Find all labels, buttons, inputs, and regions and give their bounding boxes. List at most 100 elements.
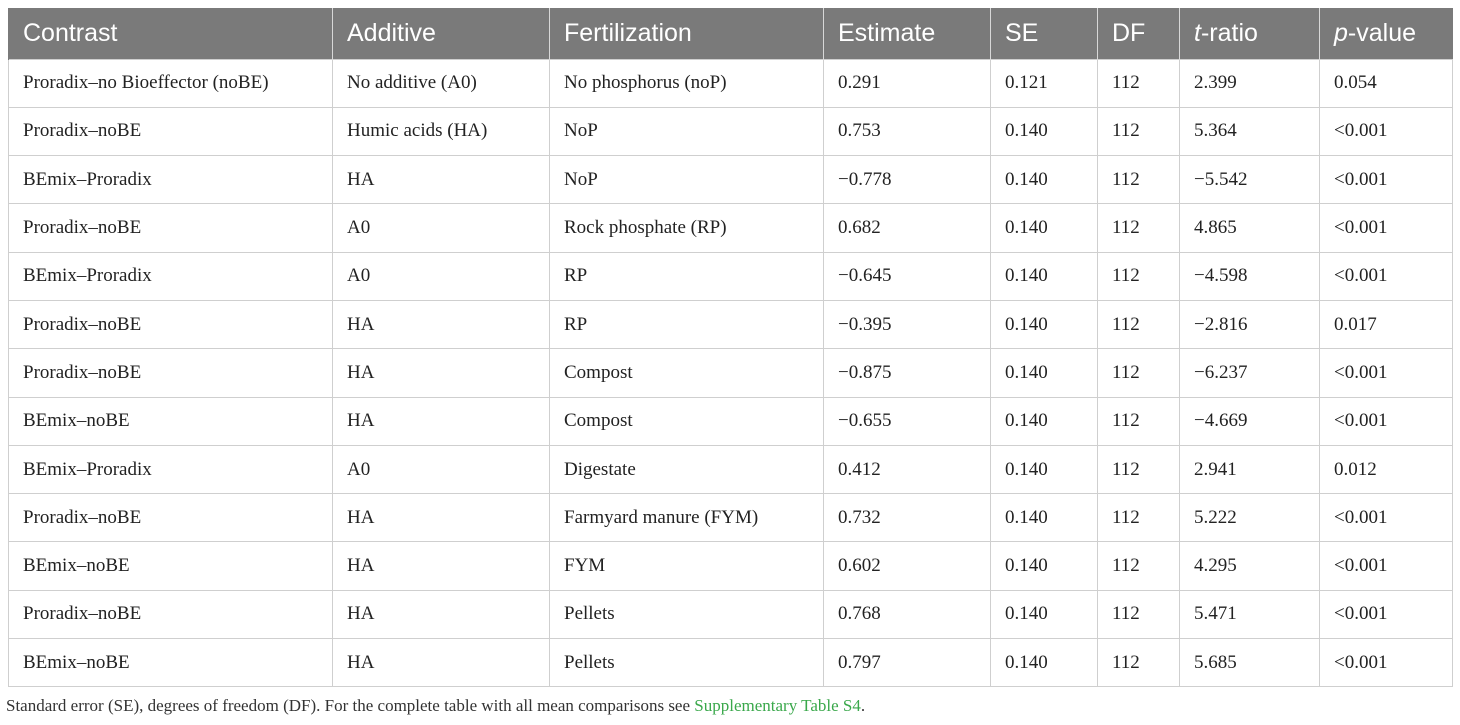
cell-se: 0.140 [990, 251, 1098, 301]
cell-fertilization: Digestate [549, 444, 824, 495]
cell-t-ratio: 4.865 [1179, 203, 1320, 253]
cell-df: 112 [1097, 541, 1180, 591]
header-contrast: Contrast [8, 8, 333, 59]
cell-contrast: BEmix–noBE [8, 541, 333, 591]
cell-additive: HA [332, 299, 550, 350]
cell-t-ratio: 5.685 [1179, 638, 1320, 688]
cell-df: 112 [1097, 396, 1180, 446]
cell-fertilization: Rock phosphate (RP) [549, 203, 824, 253]
header-additive: Additive [332, 8, 550, 59]
cell-se: 0.140 [990, 203, 1098, 253]
cell-p-value: <0.001 [1319, 251, 1453, 301]
table-row: BEmix–Proradix A0 Digestate 0.412 0.140 112 2.… [8, 444, 1453, 495]
cell-p-value: <0.001 [1319, 493, 1453, 543]
cell-estimate: −0.875 [823, 348, 991, 398]
cell-p-value: <0.001 [1319, 638, 1453, 688]
table-row: BEmix–noBE HA Compost −0.655 0.140 112 −4.669 <… [8, 396, 1453, 446]
table-body: Proradix–no Bioeffector (noBE) No additiv… [8, 58, 1453, 688]
cell-df: 112 [1097, 348, 1180, 398]
cell-additive: HA [332, 348, 550, 398]
footnote-text: Standard error (SE), degrees of freedom … [6, 696, 695, 715]
table-row: Proradix–noBE HA Pellets 0.768 0.140 112 5.471… [8, 589, 1453, 640]
cell-se: 0.140 [990, 106, 1098, 157]
cell-contrast: Proradix–noBE [8, 348, 333, 398]
table-row: BEmix–noBE HA FYM 0.602 0.140 112 4.295 <0.001 [8, 541, 1453, 591]
cell-t-ratio: 2.941 [1179, 444, 1320, 495]
cell-p-value: 0.017 [1319, 299, 1453, 350]
cell-df: 112 [1097, 58, 1180, 108]
cell-estimate: 0.753 [823, 106, 991, 157]
cell-p-value: <0.001 [1319, 589, 1453, 640]
header-p-value: p-value [1319, 8, 1453, 59]
cell-df: 112 [1097, 203, 1180, 253]
cell-df: 112 [1097, 638, 1180, 688]
cell-fertilization: Farmyard manure (FYM) [549, 493, 824, 543]
cell-t-ratio: −6.237 [1179, 348, 1320, 398]
results-table-container: Contrast Additive Fertilization Estimate… [8, 8, 1453, 688]
cell-se: 0.140 [990, 589, 1098, 640]
cell-contrast: Proradix–no Bioeffector (noBE) [8, 58, 333, 108]
header-df: DF [1097, 8, 1180, 59]
cell-estimate: 0.768 [823, 589, 991, 640]
cell-se: 0.140 [990, 541, 1098, 591]
cell-fertilization: RP [549, 251, 824, 301]
cell-additive: Humic acids (HA) [332, 106, 550, 157]
table-row: BEmix–noBE HA Pellets 0.797 0.140 112 5.685 <0.… [8, 638, 1453, 688]
cell-df: 112 [1097, 155, 1180, 205]
cell-p-value: <0.001 [1319, 106, 1453, 157]
cell-df: 112 [1097, 251, 1180, 301]
cell-se: 0.121 [990, 58, 1098, 108]
cell-p-value: 0.012 [1319, 444, 1453, 495]
cell-t-ratio: 5.364 [1179, 106, 1320, 157]
cell-contrast: BEmix–Proradix [8, 251, 333, 301]
cell-contrast: Proradix–noBE [8, 203, 333, 253]
cell-contrast: BEmix–noBE [8, 638, 333, 688]
cell-fertilization: NoP [549, 155, 824, 205]
table-row: Proradix–noBE A0 Rock phosphate (RP) 0.682 0… [8, 203, 1453, 253]
cell-additive: A0 [332, 251, 550, 301]
cell-estimate: 0.682 [823, 203, 991, 253]
cell-additive: A0 [332, 203, 550, 253]
cell-df: 112 [1097, 299, 1180, 350]
cell-contrast: BEmix–Proradix [8, 155, 333, 205]
cell-estimate: 0.412 [823, 444, 991, 495]
cell-estimate: −0.655 [823, 396, 991, 446]
supplementary-table-link[interactable]: Supplementary Table S4 [694, 696, 861, 715]
cell-df: 112 [1097, 106, 1180, 157]
cell-p-value: <0.001 [1319, 155, 1453, 205]
header-fertilization: Fertilization [549, 8, 824, 59]
cell-additive: HA [332, 396, 550, 446]
header-se: SE [990, 8, 1098, 59]
cell-t-ratio: −2.816 [1179, 299, 1320, 350]
cell-p-value: <0.001 [1319, 396, 1453, 446]
cell-contrast: Proradix–noBE [8, 106, 333, 157]
cell-additive: HA [332, 155, 550, 205]
cell-t-ratio: −4.669 [1179, 396, 1320, 446]
table-row: BEmix–Proradix A0 RP −0.645 0.140 112 −4.598 <0… [8, 251, 1453, 301]
cell-contrast: Proradix–noBE [8, 493, 333, 543]
cell-additive: HA [332, 493, 550, 543]
cell-additive: HA [332, 541, 550, 591]
cell-t-ratio: 5.471 [1179, 589, 1320, 640]
cell-estimate: −0.395 [823, 299, 991, 350]
cell-fertilization: Pellets [549, 589, 824, 640]
header-t-ratio: t-ratio [1179, 8, 1320, 59]
cell-t-ratio: −4.598 [1179, 251, 1320, 301]
table-footnote: Standard error (SE), degrees of freedom … [6, 696, 865, 716]
cell-estimate: −0.645 [823, 251, 991, 301]
cell-estimate: 0.732 [823, 493, 991, 543]
cell-estimate: −0.778 [823, 155, 991, 205]
cell-p-value: 0.054 [1319, 58, 1453, 108]
cell-se: 0.140 [990, 155, 1098, 205]
cell-estimate: 0.602 [823, 541, 991, 591]
cell-t-ratio: 4.295 [1179, 541, 1320, 591]
table-row: Proradix–no Bioeffector (noBE) No additiv… [8, 58, 1453, 108]
table-row: BEmix–Proradix HA NoP −0.778 0.140 112 −5.542 <… [8, 155, 1453, 205]
cell-additive: HA [332, 638, 550, 688]
cell-fertilization: NoP [549, 106, 824, 157]
cell-contrast: BEmix–Proradix [8, 444, 333, 495]
cell-se: 0.140 [990, 493, 1098, 543]
cell-p-value: <0.001 [1319, 348, 1453, 398]
table-header-row: Contrast Additive Fertilization Estimate… [8, 8, 1453, 59]
table-row: Proradix–noBE HA RP −0.395 0.140 112 −2.816 0.0… [8, 299, 1453, 350]
